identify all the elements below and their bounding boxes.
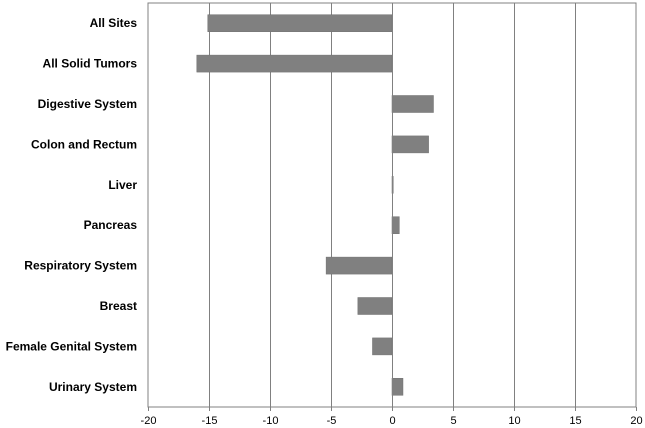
x-tick-label: 15	[569, 415, 581, 427]
bar	[391, 135, 429, 154]
x-tick-label: 5	[450, 415, 456, 427]
category-label: Respiratory System	[24, 259, 137, 273]
x-tick-label: -10	[263, 415, 279, 427]
x-tick-label: 10	[508, 415, 520, 427]
bar	[391, 378, 404, 396]
category-label: Urinary System	[49, 380, 137, 394]
bar	[372, 337, 393, 356]
x-tick-label: 20	[630, 415, 642, 427]
category-label: Colon and Rectum	[31, 137, 137, 151]
category-label: Liver	[108, 178, 137, 192]
x-axis-ticks: -20 -15 -10 -5 0 5 10 15 20	[141, 407, 643, 427]
bar	[391, 216, 400, 234]
category-label: Pancreas	[84, 218, 138, 232]
bar	[391, 95, 434, 113]
bar	[207, 14, 393, 32]
x-tick-label: -15	[202, 415, 218, 427]
category-label: Digestive System	[38, 97, 137, 111]
bar	[357, 297, 393, 315]
bar	[325, 256, 393, 275]
category-label: Breast	[100, 299, 137, 313]
category-label: Female Genital System	[6, 339, 137, 353]
x-tick-label: -5	[327, 415, 337, 427]
x-tick-label: 0	[389, 415, 395, 427]
category-labels: All Sites All Solid Tumors Digestive Syste…	[6, 16, 138, 394]
category-label: All Solid Tumors	[43, 57, 138, 71]
x-tick-label: -20	[141, 415, 157, 427]
bar	[196, 54, 393, 73]
category-label: All Sites	[90, 16, 138, 30]
